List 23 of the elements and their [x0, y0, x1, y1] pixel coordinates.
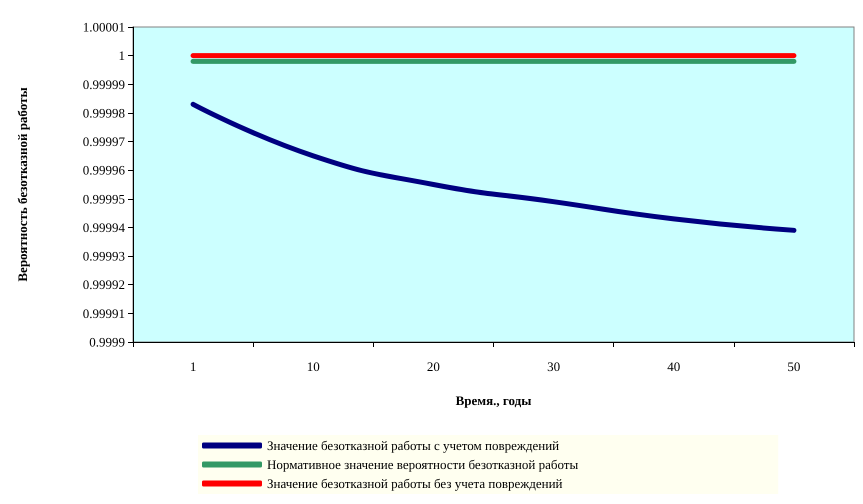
x-tick-label: 50 [787, 359, 800, 374]
x-axis-title: Время., годы [456, 393, 532, 408]
y-tick-label: 0.99994 [82, 220, 126, 235]
x-tick-label: 1 [190, 359, 196, 374]
x-tick-label: 40 [667, 359, 680, 374]
y-tick-label: 1.00001 [82, 20, 125, 34]
x-tick-label: 10 [306, 359, 320, 374]
legend-label: Значение безотказной работы без учета повреждений [267, 476, 563, 491]
y-tick-label: 0.99999 [82, 76, 125, 92]
y-tick-label: 0.9999 [89, 334, 125, 350]
y-tick-label: 0.99998 [82, 105, 125, 120]
y-tick-label: 1 [118, 48, 125, 64]
x-tick-label: 20 [426, 359, 440, 374]
y-tick-label: 0.99995 [82, 191, 125, 206]
legend-label: Нормативное значение вероятности безотказной работы [267, 457, 578, 472]
y-axis-title: Вероятность безотказной работы [15, 87, 30, 282]
x-tick-label: 30 [547, 359, 560, 374]
y-tick-label: 0.99997 [82, 134, 126, 150]
y-tick-label: 0.99991 [82, 306, 125, 321]
y-tick-label: 0.99996 [82, 162, 126, 178]
y-tick-label: 0.99993 [82, 248, 125, 264]
y-tick-label: 0.99992 [82, 277, 125, 292]
legend-label: Значение безотказной работы с учетом повреждений [267, 438, 560, 453]
